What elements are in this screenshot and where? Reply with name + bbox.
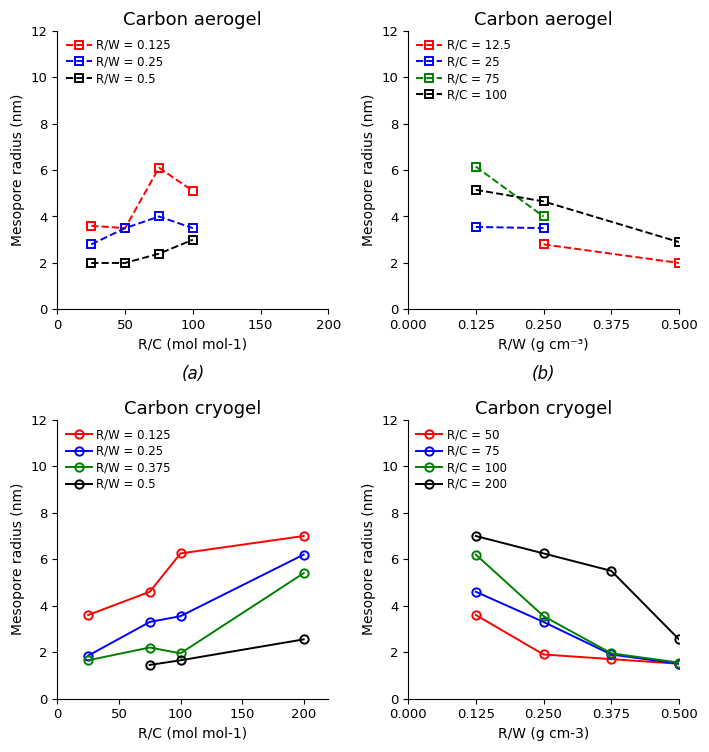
Y-axis label: Mesopore radius (nm): Mesopore radius (nm) — [362, 94, 376, 246]
R/W = 0.375 — [299, 569, 308, 578]
R/W = 0.5 — [189, 235, 197, 244]
Line: R/W = 0.125: R/W = 0.125 — [84, 532, 308, 619]
R/C = 50 — [607, 654, 615, 663]
R/W = 0.5 — [145, 660, 154, 669]
Line: R/C = 100: R/C = 100 — [471, 186, 683, 246]
Text: (a): (a) — [182, 365, 204, 384]
R/C = 12.5 — [675, 259, 683, 268]
R/C = 50 — [471, 611, 480, 620]
Legend: R/C = 50, R/C = 75, R/C = 100, R/C = 200: R/C = 50, R/C = 75, R/C = 100, R/C = 200 — [414, 426, 509, 493]
R/W = 0.5 — [87, 259, 96, 268]
R/C = 100 — [675, 238, 683, 247]
R/W = 0.375 — [177, 649, 185, 658]
R/C = 200 — [471, 532, 480, 541]
R/W = 0.125 — [155, 163, 163, 172]
Line: R/W = 0.5: R/W = 0.5 — [87, 235, 197, 267]
R/C = 75 — [607, 650, 615, 659]
R/C = 100 — [540, 611, 548, 620]
Line: R/C = 50: R/C = 50 — [471, 611, 683, 668]
R/W = 0.5 — [177, 656, 185, 665]
R/C = 75 — [540, 212, 548, 221]
X-axis label: R/C (mol mol-1): R/C (mol mol-1) — [138, 727, 247, 741]
R/W = 0.125 — [84, 611, 92, 620]
Title: Carbon cryogel: Carbon cryogel — [475, 400, 613, 418]
X-axis label: R/C (mol mol-1): R/C (mol mol-1) — [138, 338, 247, 352]
R/W = 0.25 — [121, 223, 129, 232]
Legend: R/W = 0.125, R/W = 0.25, R/W = 0.375, R/W = 0.5: R/W = 0.125, R/W = 0.25, R/W = 0.375, R/… — [63, 426, 173, 493]
Line: R/W = 0.5: R/W = 0.5 — [145, 635, 308, 669]
Line: R/C = 75: R/C = 75 — [471, 587, 683, 668]
R/W = 0.25 — [145, 617, 154, 626]
Y-axis label: Mesopore radius (nm): Mesopore radius (nm) — [11, 483, 25, 635]
R/C = 100 — [471, 550, 480, 559]
Line: R/C = 200: R/C = 200 — [471, 532, 683, 644]
R/W = 0.25 — [299, 550, 308, 559]
R/C = 200 — [540, 549, 548, 558]
Legend: R/W = 0.125, R/W = 0.25, R/W = 0.5: R/W = 0.125, R/W = 0.25, R/W = 0.5 — [63, 37, 173, 87]
Line: R/C = 75: R/C = 75 — [471, 162, 548, 220]
R/W = 0.125 — [87, 221, 96, 230]
R/C = 50 — [675, 660, 683, 669]
Line: R/C = 100: R/C = 100 — [471, 550, 683, 667]
Y-axis label: Mesopore radius (nm): Mesopore radius (nm) — [362, 483, 376, 635]
R/W = 0.25 — [155, 212, 163, 221]
Title: Carbon aerogel: Carbon aerogel — [474, 11, 613, 29]
R/C = 50 — [540, 650, 548, 659]
R/W = 0.125 — [299, 532, 308, 541]
R/W = 0.125 — [121, 223, 129, 232]
R/W = 0.5 — [121, 259, 129, 268]
R/W = 0.125 — [145, 587, 154, 596]
R/W = 0.375 — [145, 643, 154, 652]
R/C = 100 — [540, 197, 548, 206]
R/W = 0.375 — [84, 656, 92, 665]
R/W = 0.5 — [155, 249, 163, 258]
Line: R/C = 25: R/C = 25 — [471, 223, 548, 232]
R/W = 0.125 — [177, 549, 185, 558]
R/W = 0.25 — [189, 223, 197, 232]
R/C = 100 — [675, 658, 683, 667]
R/C = 75 — [675, 660, 683, 669]
R/C = 200 — [607, 566, 615, 575]
Legend: R/C = 12.5, R/C = 25, R/C = 75, R/C = 100: R/C = 12.5, R/C = 25, R/C = 75, R/C = 10… — [414, 37, 513, 104]
Line: R/W = 0.375: R/W = 0.375 — [84, 569, 308, 665]
R/C = 100 — [471, 185, 480, 194]
R/W = 0.125 — [189, 186, 197, 196]
R/W = 0.5 — [299, 635, 308, 644]
R/W = 0.25 — [84, 651, 92, 660]
Text: (b): (b) — [532, 365, 555, 384]
R/W = 0.25 — [87, 240, 96, 249]
R/W = 0.25 — [177, 611, 185, 620]
X-axis label: R/W (g cm⁻³): R/W (g cm⁻³) — [498, 338, 589, 352]
R/C = 12.5 — [540, 240, 548, 249]
R/C = 75 — [471, 162, 480, 171]
Line: R/C = 12.5: R/C = 12.5 — [540, 240, 683, 267]
Title: Carbon cryogel: Carbon cryogel — [124, 400, 262, 418]
X-axis label: R/W (g cm-3): R/W (g cm-3) — [498, 727, 589, 741]
Line: R/W = 0.25: R/W = 0.25 — [84, 550, 308, 660]
Title: Carbon aerogel: Carbon aerogel — [123, 11, 262, 29]
R/C = 100 — [607, 649, 615, 658]
R/C = 75 — [471, 587, 480, 596]
Line: R/W = 0.125: R/W = 0.125 — [87, 163, 197, 232]
Y-axis label: Mesopore radius (nm): Mesopore radius (nm) — [11, 94, 25, 246]
R/C = 200 — [675, 635, 683, 644]
R/C = 75 — [540, 617, 548, 626]
Line: R/W = 0.25: R/W = 0.25 — [87, 212, 197, 249]
R/C = 25 — [471, 223, 480, 232]
R/C = 25 — [540, 223, 548, 232]
